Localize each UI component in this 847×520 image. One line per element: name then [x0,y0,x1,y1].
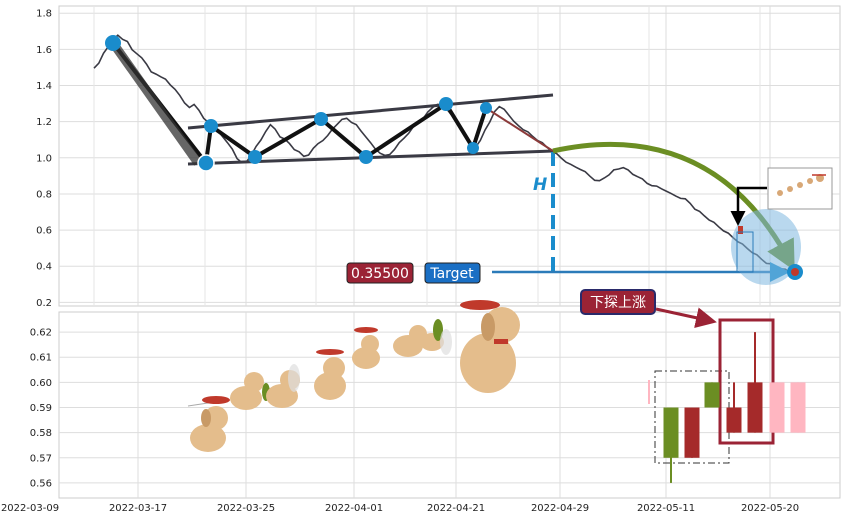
candle-body [663,407,679,458]
y-tick-label: 1.4 [36,81,52,92]
small-red-marker [738,226,743,234]
pattern-point-marker [248,150,262,164]
upper-trendline [187,93,554,130]
target-label: Target [429,266,474,282]
x-ticks: 2022-03-09 2022-03-17 2022-03-25 2022-04-01… [1,503,799,514]
pattern-point-marker [105,35,121,51]
y-tick-label: 0.8 [36,189,52,200]
y-tick-label: 1.8 [36,9,52,20]
pattern-point-marker [480,102,492,114]
y-tick-label: 0.57 [30,453,52,464]
candle-body [726,407,742,433]
callout-box [580,289,656,315]
y-tick-label: 0.60 [30,378,52,389]
pattern-point-marker [439,97,453,111]
x-tick-label: 2022-03-17 [109,503,167,514]
candle-body [769,382,785,433]
price-label-box [346,262,414,284]
candle-body [747,382,763,433]
callout-arrow [655,307,717,329]
y-tick-label: 1.2 [36,117,52,128]
x-tick-label: 2022-03-25 [217,503,275,514]
y-tick-label: 0.58 [30,428,52,439]
h-label: H [533,175,547,195]
y-tick-label: 0.56 [30,478,52,489]
pattern-point-marker [359,150,373,164]
x-tick-label: 2022-04-21 [427,503,485,514]
y-tick-label: 0.61 [30,353,52,364]
thumbnail-dogs-icon [777,174,826,196]
target-label-box [424,262,481,284]
pattern-point-marker [467,142,479,154]
last-leg-line [485,107,554,152]
top-y-ticks: 0.2 0.4 0.6 0.8 1.0 1.2 1.4 1.6 1.8 [36,9,52,309]
x-tick-label: 2022-04-01 [325,503,383,514]
candlesticks [663,332,806,483]
thumbnail-frame [767,167,833,210]
bracket-arrow [730,186,767,226]
x-tick-label: 2022-04-29 [531,503,589,514]
first-leg-thick [109,40,202,166]
price-label: 0.35500 [351,266,409,282]
small-target-box [736,231,754,273]
y-tick-label: 0.6 [36,226,52,237]
candle-body [684,407,700,458]
target-zone-circle [731,209,801,285]
x-tick-label: 2022-03-09 [1,503,59,514]
candle-body [704,382,720,408]
dog-decoration-icon [187,300,520,452]
callout-label: 下探上涨 [590,295,646,311]
pattern-point-marker [204,119,218,133]
y-tick-label: 1.6 [36,45,52,56]
pattern-point-marker [197,154,215,172]
pattern-point-marker [314,112,328,126]
y-tick-label: 0.2 [36,298,52,309]
candle-body [790,382,806,433]
y-tick-label: 0.62 [30,328,52,339]
bottom-y-ticks: 0.56 0.57 0.58 0.59 0.60 0.61 0.62 [30,328,52,490]
y-tick-label: 0.4 [36,262,52,273]
x-tick-label: 2022-05-11 [637,503,695,514]
target-marker-inner [791,268,799,276]
pattern-markers [105,35,492,172]
y-tick-label: 0.59 [30,403,52,414]
y-tick-label: 1.0 [36,153,52,164]
candle-highlight-box [718,318,775,445]
x-tick-label: 2022-05-20 [741,503,799,514]
